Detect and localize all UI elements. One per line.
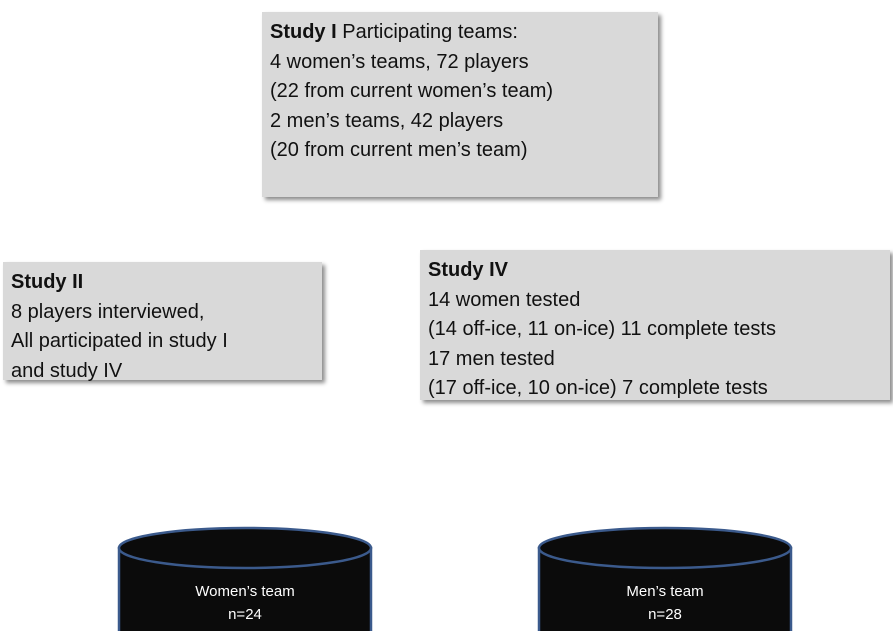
box-line: and study IV bbox=[11, 359, 123, 382]
box-line: 17 men tested bbox=[428, 347, 555, 370]
box-heading-line: Study IV bbox=[428, 256, 882, 286]
study-4-box: Study IV 14 women tested (14 off-ice, 11… bbox=[420, 250, 890, 400]
cylinder-label: Women’s team bbox=[195, 583, 295, 600]
box-line: 8 players interviewed, bbox=[11, 300, 205, 323]
box-heading: Study II bbox=[11, 271, 84, 293]
cylinder-count: n=28 bbox=[648, 606, 682, 623]
box-heading-text: Participating teams: bbox=[342, 21, 518, 43]
cylinder-top bbox=[117, 526, 373, 570]
cylinder-label: Men’s team bbox=[626, 583, 703, 600]
cylinder-top bbox=[537, 526, 793, 570]
box-line: 2 men’s teams, 42 players bbox=[270, 109, 504, 132]
box-line: (22 from current women’s team) bbox=[270, 80, 554, 102]
box-line: All participated in study I bbox=[11, 330, 228, 352]
cylinder-count: n=24 bbox=[228, 606, 262, 623]
box-line: 4 women’s teams, 72 players bbox=[270, 50, 529, 73]
men-cylinder: Men’s team n=28 bbox=[537, 526, 793, 631]
study-1-box: Study I Participating teams: 4 women’s t… bbox=[262, 12, 658, 197]
box-heading-line: Study I Participating teams: bbox=[270, 18, 650, 48]
box-heading: Study I bbox=[270, 21, 337, 43]
study-2-box: Study II 8 players interviewed, All part… bbox=[3, 262, 322, 382]
box-line: (17 off-ice, 10 on-ice) 7 complete tests bbox=[428, 377, 768, 399]
box-line: (20 from current men’s team) bbox=[270, 139, 528, 161]
box-line: (14 off-ice, 11 on-ice) 11 complete test… bbox=[428, 318, 776, 340]
box-heading-line: Study II bbox=[11, 268, 314, 298]
box-heading: Study IV bbox=[428, 259, 509, 281]
box-line: 14 women tested bbox=[428, 288, 581, 311]
women-cylinder: Women’s team n=24 bbox=[117, 526, 373, 631]
